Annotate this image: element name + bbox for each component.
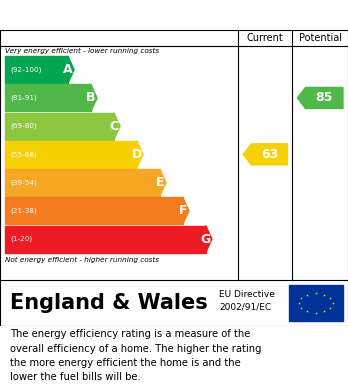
Text: (39-54): (39-54): [10, 179, 37, 186]
Polygon shape: [68, 56, 74, 83]
Polygon shape: [114, 113, 120, 140]
Text: The energy efficiency rating is a measure of the
overall efficiency of a home. T: The energy efficiency rating is a measur…: [10, 329, 262, 382]
Text: Very energy efficient - lower running costs: Very energy efficient - lower running co…: [5, 48, 159, 54]
Polygon shape: [137, 141, 143, 168]
Polygon shape: [206, 226, 212, 253]
Text: England & Wales: England & Wales: [10, 293, 208, 313]
Bar: [289, 285, 343, 321]
Text: Not energy efficient - higher running costs: Not energy efficient - higher running co…: [5, 257, 159, 263]
Text: C: C: [110, 120, 119, 133]
Text: 85: 85: [316, 91, 333, 104]
Bar: [5, 84, 91, 111]
Text: (92-100): (92-100): [10, 66, 42, 73]
Text: Current: Current: [247, 33, 284, 43]
Text: (81-91): (81-91): [10, 95, 37, 101]
Text: (21-38): (21-38): [10, 208, 37, 214]
Polygon shape: [91, 84, 97, 111]
Text: Energy Efficiency Rating: Energy Efficiency Rating: [9, 6, 238, 24]
Text: (69-80): (69-80): [10, 123, 37, 129]
Text: F: F: [179, 204, 188, 217]
Polygon shape: [183, 197, 189, 224]
Text: (55-68): (55-68): [10, 151, 37, 158]
Text: EU Directive
2002/91/EC: EU Directive 2002/91/EC: [219, 290, 275, 311]
Polygon shape: [243, 144, 287, 165]
Bar: [5, 226, 206, 253]
Bar: [5, 113, 114, 140]
Bar: [5, 141, 137, 168]
Text: Potential: Potential: [299, 33, 342, 43]
Text: 63: 63: [261, 148, 278, 161]
Bar: [5, 56, 68, 83]
Text: G: G: [200, 233, 211, 246]
Text: E: E: [156, 176, 165, 189]
Text: D: D: [132, 148, 142, 161]
Text: A: A: [63, 63, 73, 76]
Bar: [5, 197, 183, 224]
Text: (1-20): (1-20): [10, 236, 33, 242]
Text: B: B: [86, 91, 96, 104]
Polygon shape: [160, 169, 166, 196]
Bar: [5, 169, 160, 196]
Polygon shape: [297, 88, 343, 108]
